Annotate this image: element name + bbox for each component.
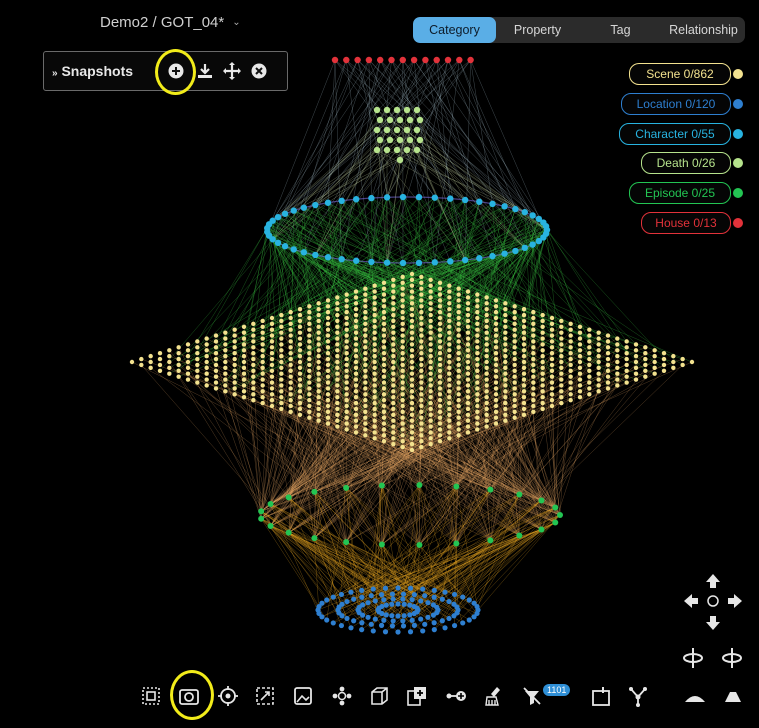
pan-right-icon xyxy=(728,594,742,608)
filter-button[interactable] xyxy=(521,685,543,707)
brush-button[interactable] xyxy=(483,685,505,707)
close-icon xyxy=(251,63,267,79)
export-button[interactable] xyxy=(590,685,612,707)
legend-color-dot xyxy=(733,158,743,168)
fork-icon xyxy=(629,687,647,707)
tab-property[interactable]: Property xyxy=(513,23,562,37)
focus-target-icon xyxy=(218,686,238,706)
tab-relationship[interactable]: Relationship xyxy=(669,23,738,37)
character-nodes xyxy=(264,193,551,267)
close-panel-button[interactable] xyxy=(250,62,268,80)
cluster-icon xyxy=(332,686,352,706)
filter-icon xyxy=(523,687,541,705)
download-snapshot-button[interactable] xyxy=(196,62,214,80)
graph-nodes xyxy=(129,56,695,635)
scene-nodes xyxy=(129,271,695,453)
legend-color-dot xyxy=(733,218,743,228)
rotate-left-icon xyxy=(683,648,703,668)
pan-left-icon xyxy=(684,594,698,608)
cube-icon xyxy=(371,687,388,705)
image-button[interactable] xyxy=(292,685,314,707)
legend-death[interactable]: Death 0/26 xyxy=(641,152,731,174)
project-title-text: Demo2 / GOT_04* xyxy=(100,14,225,31)
location-nodes xyxy=(315,585,481,635)
tilt-controls[interactable] xyxy=(683,688,753,708)
pan-down-icon xyxy=(706,616,720,630)
brush-icon xyxy=(485,687,500,706)
legend-location[interactable]: Location 0/120 xyxy=(621,93,731,115)
tab-category[interactable]: Category xyxy=(413,17,496,43)
center-view-icon xyxy=(707,595,719,607)
cluster-button[interactable] xyxy=(331,685,353,707)
highlight-circle xyxy=(155,49,196,95)
navigation-controls[interactable] xyxy=(680,570,750,680)
view-tabs: Category Property Tag Relationship xyxy=(413,17,745,43)
tab-tag[interactable]: Tag xyxy=(610,23,631,37)
move-icon xyxy=(223,62,241,80)
legend-color-dot xyxy=(733,69,743,79)
chevron-down-icon: ⌄ xyxy=(232,17,241,28)
project-title[interactable]: Demo2 / GOT_04* ⌄ xyxy=(100,14,241,31)
legend-scene[interactable]: Scene 0/862 xyxy=(629,63,731,85)
focus-target-button[interactable] xyxy=(217,685,239,707)
add-edge-button[interactable] xyxy=(445,685,467,707)
legend-color-dot xyxy=(733,188,743,198)
select-box-button[interactable] xyxy=(140,685,162,707)
snapshots-label: Snapshots xyxy=(61,63,134,79)
filter-count-badge: 1101 xyxy=(543,684,571,696)
add-edge-icon xyxy=(446,691,466,701)
fit-view-button[interactable] xyxy=(254,685,276,707)
double-chevron-down-icon[interactable]: » xyxy=(52,68,58,79)
rotate-right-icon xyxy=(722,648,742,668)
highlight-circle xyxy=(170,670,214,720)
episode-nodes xyxy=(258,482,563,548)
move-panel-button[interactable] xyxy=(223,62,241,80)
tilt-up-icon xyxy=(725,692,741,702)
legend-color-dot xyxy=(733,99,743,109)
add-node-icon xyxy=(407,687,426,706)
fork-button[interactable] xyxy=(627,685,649,707)
select-box-icon xyxy=(142,687,160,705)
add-node-button[interactable] xyxy=(406,685,428,707)
export-icon xyxy=(592,687,610,706)
death-nodes xyxy=(373,106,424,164)
legend-color-dot xyxy=(733,129,743,139)
download-icon xyxy=(198,64,212,78)
snapshots-header: » Snapshots xyxy=(52,63,133,79)
image-icon xyxy=(294,687,312,705)
fit-view-icon xyxy=(256,687,274,705)
tilt-down-icon xyxy=(685,696,705,702)
house-nodes xyxy=(331,56,474,64)
legend-house[interactable]: House 0/13 xyxy=(641,212,731,234)
legend-episode[interactable]: Episode 0/25 xyxy=(629,182,731,204)
cube-button[interactable] xyxy=(368,685,390,707)
pan-up-icon xyxy=(706,574,720,588)
legend-character[interactable]: Character 0/55 xyxy=(619,123,731,145)
